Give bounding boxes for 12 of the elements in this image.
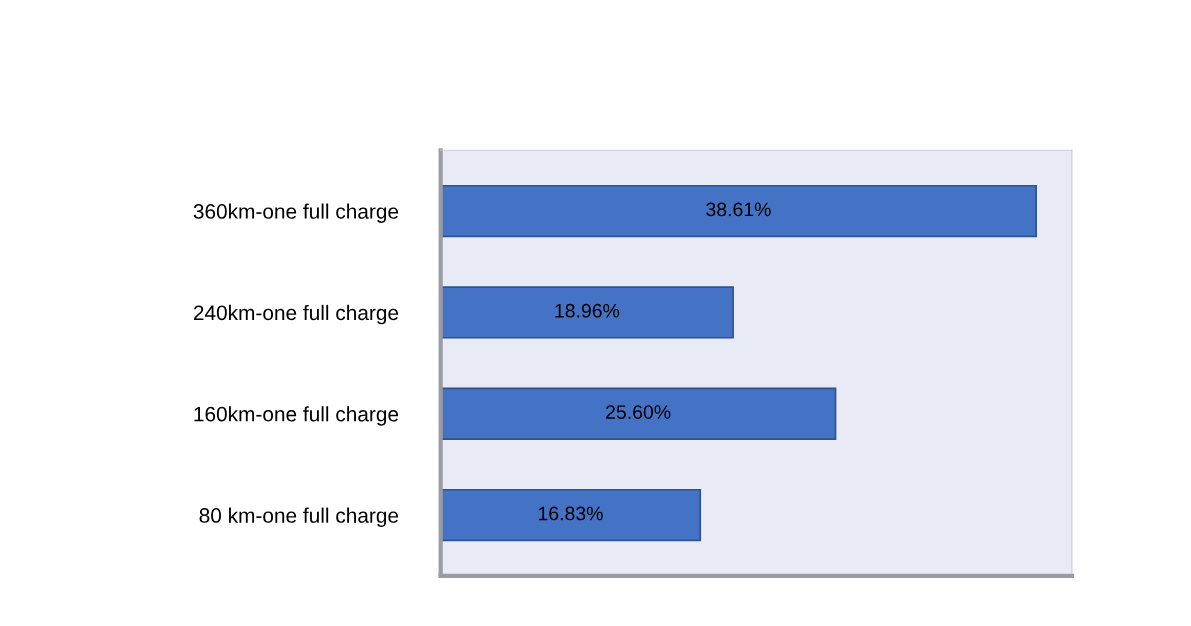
bar [440,184,1038,238]
bar [440,488,702,542]
bar [440,286,734,339]
y-tick-label: 240km-one full charge [193,304,399,325]
data-label: 18.96% [555,303,620,318]
y-tick-label: 360km-one full charge [193,203,399,223]
data-label: 25.60% [606,405,671,419]
bar [440,387,837,440]
data-label: 16.83% [538,506,603,521]
y-tick-label: 160km-one full charge [194,406,399,426]
y-tick-label: 80 km-one full charge [199,507,399,527]
data-label: 38.61% [706,202,771,217]
